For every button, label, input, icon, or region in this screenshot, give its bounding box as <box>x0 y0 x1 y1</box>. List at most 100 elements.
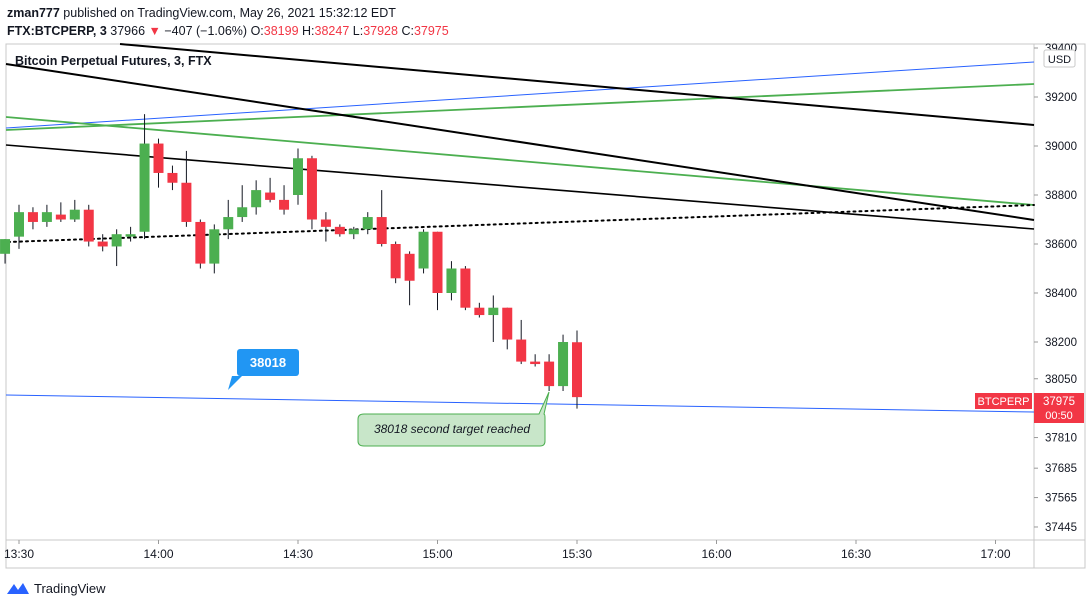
price-tick-label: 39200 <box>1045 92 1077 104</box>
candle-body <box>14 212 24 237</box>
price-change: −407 (−1.06%) <box>164 24 248 38</box>
candle-body <box>516 339 527 362</box>
candle-body <box>167 172 178 183</box>
candle <box>572 330 582 409</box>
candle <box>530 354 541 367</box>
candle <box>55 202 66 222</box>
price-tick-label: 38200 <box>1045 337 1077 349</box>
candle <box>502 307 513 350</box>
price-chart[interactable]: 3940039200390003880038600384003820038050… <box>0 0 1092 578</box>
candle-body <box>446 268 457 293</box>
publish-line: zman777 published on TradingView.com, Ma… <box>7 4 449 22</box>
candle <box>195 219 206 269</box>
black-trendline-middle <box>5 63 1035 221</box>
note-box <box>357 391 550 447</box>
chart-title: Bitcoin Perpetual Futures, 3, FTX <box>15 54 212 68</box>
note-callout[interactable]: 38018 second target reached <box>357 391 550 447</box>
candle-body <box>181 182 192 222</box>
price-tick-label: 38400 <box>1045 288 1077 300</box>
candle-body <box>125 234 136 237</box>
candle-body <box>544 361 555 387</box>
candle <box>14 204 24 249</box>
candle-body <box>153 143 164 173</box>
candle <box>404 251 415 306</box>
last-price-label: BTCPERP 37975 00:50 <box>975 393 1084 423</box>
price-tag-countdown: 00:50 <box>1045 410 1073 422</box>
black-trendline-lower <box>5 144 1035 230</box>
price-axis[interactable]: 3940039200390003880038600384003820038050… <box>1034 43 1077 534</box>
high-label: H: <box>302 24 315 38</box>
candle-body <box>306 158 317 220</box>
time-tick-label: 15:30 <box>562 547 592 561</box>
close-label: C: <box>401 24 414 38</box>
time-axis[interactable]: 13:30 14:00 14:30 15:00 15:30 16:00 16:30 17:00 <box>4 540 1011 561</box>
price-tick-label: 38800 <box>1045 190 1077 202</box>
candle <box>167 165 178 191</box>
candle <box>474 302 485 318</box>
price-tick-label: 38050 <box>1045 374 1077 386</box>
candles-group[interactable] <box>0 114 582 409</box>
candle <box>97 234 108 252</box>
candle <box>237 185 248 222</box>
footer: TradingView <box>6 578 106 598</box>
publish-info: published on TradingView.com, May 26, 20… <box>63 6 396 20</box>
tradingview-logo-icon[interactable] <box>6 581 30 595</box>
candle <box>418 229 429 274</box>
candle <box>488 295 499 342</box>
brand-name[interactable]: TradingView <box>34 580 106 596</box>
price-tick-label: 39000 <box>1045 141 1077 153</box>
candle-body <box>27 212 38 222</box>
price-tick-label: 38600 <box>1045 239 1077 251</box>
callout-pointer <box>228 376 242 390</box>
price-tag-symbol: BTCPERP <box>978 396 1030 408</box>
ohlc-line: FTX:BTCPERP, 3 37966 ▼ −407 (−1.06%) O:3… <box>7 22 449 40</box>
candle-body <box>432 231 443 293</box>
candle-body <box>348 229 359 235</box>
candle-body <box>209 229 220 264</box>
trendlines[interactable] <box>5 43 1035 413</box>
currency-label[interactable]: USD <box>1048 54 1071 66</box>
green-trendline-rising <box>5 83 1035 131</box>
symbol-price-tag <box>975 393 1032 409</box>
currency-box[interactable] <box>1043 49 1076 68</box>
candle-body <box>474 307 485 316</box>
candle-body <box>572 342 582 398</box>
chart-header: zman777 published on TradingView.com, Ma… <box>7 4 449 40</box>
candle-body <box>0 239 11 254</box>
candle-body <box>293 158 303 195</box>
down-arrow-icon: ▼ <box>145 24 165 38</box>
price-callout[interactable]: 38018 <box>228 349 299 390</box>
candle-body <box>418 231 429 269</box>
candle-body <box>362 217 373 230</box>
close-value: 37975 <box>413 24 449 38</box>
candle <box>209 224 220 274</box>
candle <box>460 266 471 311</box>
time-tick-label: 14:30 <box>283 547 313 561</box>
candle-body <box>83 209 94 242</box>
candle-body <box>502 307 513 340</box>
candle-body <box>460 268 471 308</box>
candle-body <box>97 241 108 247</box>
candle-body <box>558 342 569 387</box>
callout-text: 38018 <box>250 355 286 370</box>
candle <box>153 138 164 188</box>
open-value: 38199 <box>263 24 299 38</box>
candle-body <box>265 192 276 200</box>
candle-body <box>530 361 541 365</box>
high-value: 38247 <box>314 24 350 38</box>
candle <box>69 199 80 222</box>
author-name[interactable]: zman777 <box>7 6 60 20</box>
candle <box>0 239 11 264</box>
time-tick-label: 17:00 <box>980 547 1010 561</box>
candle <box>432 231 443 311</box>
candle-body <box>139 143 150 232</box>
candle <box>293 148 303 205</box>
candle <box>334 224 345 237</box>
candle <box>558 334 569 391</box>
blue-trendline-target <box>5 394 1035 413</box>
candle-body <box>195 221 206 264</box>
time-tick-label: 13:30 <box>4 547 34 561</box>
time-tick-label: 16:00 <box>701 547 731 561</box>
candle-body <box>334 226 345 235</box>
candle-body <box>41 212 52 222</box>
